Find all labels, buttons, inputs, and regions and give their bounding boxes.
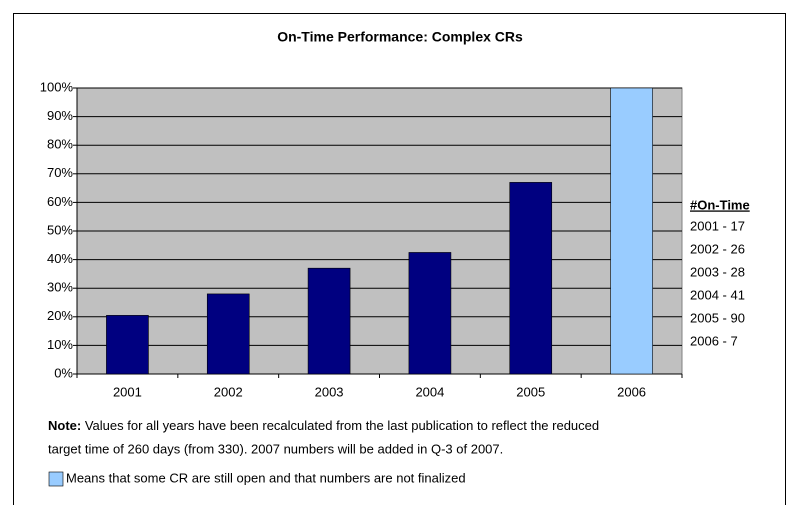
chart-title: On-Time Performance: Complex CRs [277, 29, 523, 45]
x-tick-label: 2003 [315, 384, 344, 399]
y-tick-label: 0% [54, 365, 73, 380]
side-table-row: 2005 - 90 [690, 310, 745, 325]
y-tick-label: 20% [47, 308, 73, 323]
y-tick-label: 70% [47, 165, 73, 180]
legend-swatch [48, 471, 64, 487]
x-tick-label: 2002 [214, 384, 243, 399]
note-line: target time of 260 days (from 330). 2007… [48, 441, 503, 456]
bar [509, 182, 553, 375]
y-tick-label: 100% [40, 79, 74, 94]
side-table-row: 2006 - 7 [690, 333, 738, 348]
y-tick-label: 60% [47, 194, 73, 209]
side-table-row: 2004 - 41 [690, 287, 745, 302]
note: Note: Values for all years have been rec… [48, 418, 599, 433]
y-tick-label: 80% [47, 137, 73, 152]
chart-frame [13, 13, 786, 505]
y-tick-label: 90% [47, 108, 73, 123]
side-table-row: 2003 - 28 [690, 264, 745, 279]
legend-text: Means that some CR are still open and th… [66, 470, 466, 485]
note-label: Note: [48, 418, 81, 433]
side-table-row: 2002 - 26 [690, 241, 745, 256]
bar [610, 87, 653, 375]
side-table-header: #On-Time [690, 197, 750, 212]
note-line: Values for all years have been recalcula… [85, 418, 599, 433]
x-tick-label: 2001 [113, 384, 142, 399]
x-tick-label: 2006 [617, 384, 646, 399]
x-tick-label: 2005 [516, 384, 545, 399]
y-tick-label: 30% [47, 280, 73, 295]
bar [106, 315, 149, 375]
bar [206, 293, 250, 375]
y-tick-label: 10% [47, 337, 73, 352]
bar [307, 267, 351, 375]
y-tick-label: 40% [47, 251, 73, 266]
x-tick-label: 2004 [415, 384, 444, 399]
y-tick-label: 50% [47, 222, 73, 237]
bar [408, 252, 452, 375]
side-table-row: 2001 - 17 [690, 218, 745, 233]
